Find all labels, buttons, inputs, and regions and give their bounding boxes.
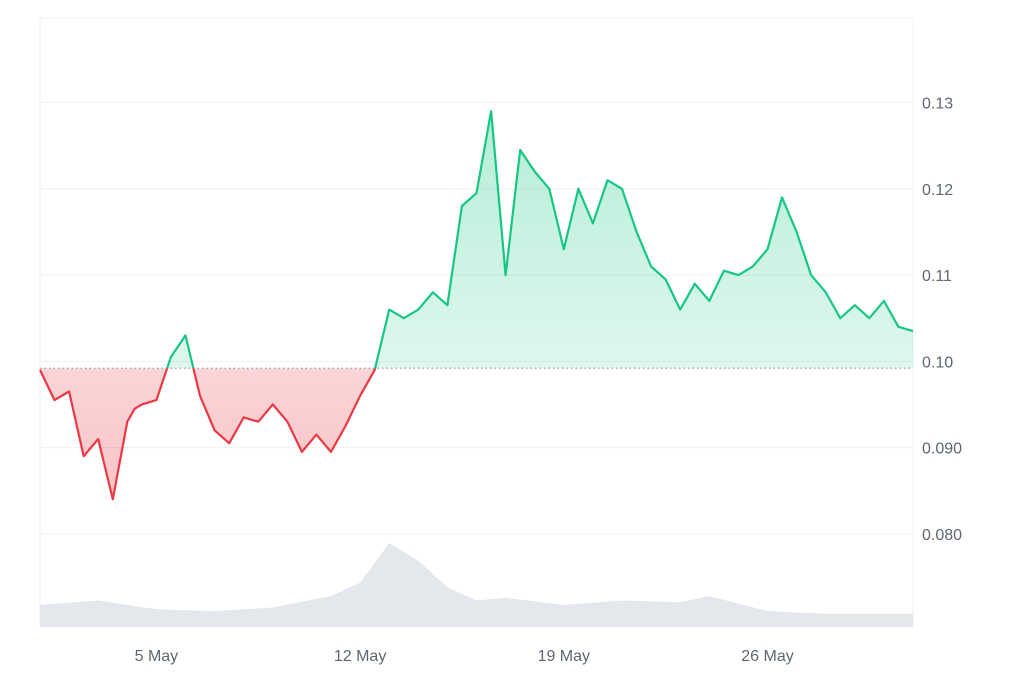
price-point <box>825 291 827 293</box>
price-point <box>432 291 434 293</box>
volume-area <box>40 543 913 627</box>
price-point <box>810 274 812 276</box>
price-point <box>243 416 245 418</box>
price-point <box>475 192 477 194</box>
price-point <box>359 395 361 397</box>
price-point <box>68 390 70 392</box>
price-point <box>766 248 768 250</box>
price-point <box>228 442 230 444</box>
price-point <box>795 231 797 233</box>
price-point <box>133 408 135 410</box>
x-tick-label: 5 May <box>135 648 179 665</box>
x-tick-label: 26 May <box>741 648 793 665</box>
x-tick-label: 12 May <box>334 648 386 665</box>
price-point <box>912 330 914 332</box>
price-point <box>170 356 172 358</box>
price-point <box>679 308 681 310</box>
price-point <box>97 438 99 440</box>
price-point <box>723 270 725 272</box>
y-tick-label: 0.090 <box>922 441 962 458</box>
price-point <box>344 425 346 427</box>
price-point <box>315 433 317 435</box>
area-above-baseline <box>40 111 913 369</box>
price-point <box>155 399 157 401</box>
price-point <box>39 369 41 371</box>
price-point <box>548 188 550 190</box>
price-point <box>577 188 579 190</box>
price-point <box>839 317 841 319</box>
y-tick-label: 0.080 <box>922 527 962 544</box>
price-point <box>854 304 856 306</box>
price-point <box>897 326 899 328</box>
price-point <box>272 403 274 405</box>
price-point <box>446 304 448 306</box>
price-point <box>519 149 521 151</box>
price-point <box>417 308 419 310</box>
price-point <box>606 179 608 181</box>
price-point <box>141 403 143 405</box>
price-point <box>752 265 754 267</box>
price-point <box>257 421 259 423</box>
y-tick-label: 0.11 <box>922 268 952 285</box>
price-point <box>737 274 739 276</box>
price-point <box>504 274 506 276</box>
price-point <box>199 395 201 397</box>
price-point <box>330 451 332 453</box>
price-point <box>708 300 710 302</box>
price-point <box>112 498 114 500</box>
price-point <box>635 231 637 233</box>
price-point <box>388 308 390 310</box>
price-line-up <box>165 110 914 369</box>
price-point <box>83 455 85 457</box>
price-point <box>53 399 55 401</box>
price-point <box>374 369 376 371</box>
price-point <box>534 170 536 172</box>
price-point <box>184 334 186 336</box>
area-below-baseline <box>40 368 376 500</box>
price-point <box>301 451 303 453</box>
price-point <box>286 421 288 423</box>
price-point <box>694 283 696 285</box>
price-point <box>461 205 463 207</box>
price-point <box>126 421 128 423</box>
y-tick-label: 0.10 <box>922 354 953 371</box>
y-tick-label: 0.12 <box>922 182 953 199</box>
price-point <box>781 196 783 198</box>
price-point <box>664 278 666 280</box>
price-point <box>490 110 492 112</box>
price-point <box>883 300 885 302</box>
price-point <box>650 265 652 267</box>
price-point <box>592 222 594 224</box>
price-point <box>403 317 405 319</box>
price-point <box>563 248 565 250</box>
x-tick-label: 19 May <box>538 648 590 665</box>
price-point <box>621 188 623 190</box>
y-tick-label: 0.13 <box>922 96 953 113</box>
price-point <box>868 317 870 319</box>
price-point <box>213 429 215 431</box>
